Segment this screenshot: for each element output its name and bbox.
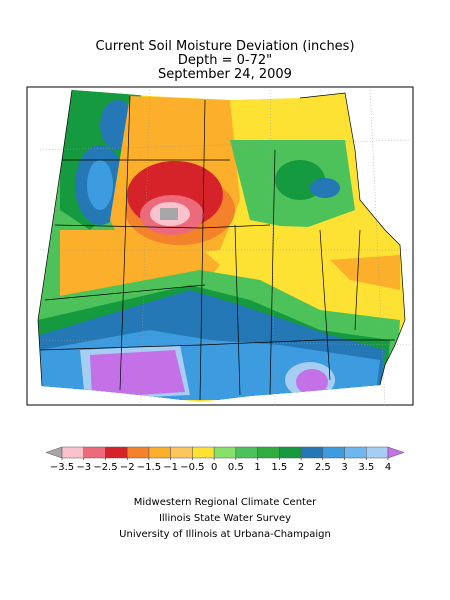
colorbar-label: 1.5: [271, 462, 287, 473]
colorbar-box: [83, 446, 106, 459]
colorbar-box: [170, 446, 193, 459]
colorbar-box: [322, 446, 345, 459]
colorbar-label: 2.5: [315, 462, 331, 473]
colorbar-label: 1: [254, 462, 260, 473]
colorbar-box: [126, 446, 150, 459]
colorbar-box: [61, 446, 84, 459]
map-lines: [37, 86, 411, 406]
credit: University of Illinois at Urbana-Champai…: [119, 529, 331, 540]
colorbar-label: 2: [298, 462, 304, 473]
colorbar-box: [257, 446, 280, 459]
title: September 24, 2009: [158, 67, 292, 82]
credit: Illinois State Water Survey: [159, 513, 291, 524]
colorbar-label: 3: [341, 462, 347, 473]
colorbar-box: [279, 446, 302, 459]
title: Depth = 0-72": [178, 53, 272, 68]
colorbar-label: −3: [76, 462, 91, 473]
colorbar-box: [213, 446, 237, 459]
colorbar-box: [366, 446, 389, 459]
colorbar-box: [300, 446, 324, 459]
colorbar-arrow: [45, 446, 63, 459]
colorbar-label: 4: [385, 462, 391, 473]
colorbar-box: [235, 446, 258, 459]
colorbar-label: −1: [163, 462, 178, 473]
colorbar-label: −2: [120, 462, 135, 473]
moisture-field: [38, 90, 405, 402]
colorbar-box: [192, 446, 215, 459]
title: Current Soil Moisture Deviation (inches): [95, 39, 354, 54]
colorbar-label: −1.5: [137, 462, 161, 473]
colorbar-label: 0: [211, 462, 217, 473]
colorbar-label: 3.5: [358, 462, 374, 473]
colorbar-box: [105, 446, 128, 459]
colorbar-box: [148, 446, 171, 459]
colorbar-box: [344, 446, 367, 459]
colorbar-label: −0.5: [180, 462, 204, 473]
colorbar-label: −2.5: [93, 462, 117, 473]
colorbar-label: 0.5: [228, 462, 244, 473]
colorbar-label: −3.5: [50, 462, 74, 473]
colorbar: −3.5 −3 −2.5 −2 −1.5 −1 −0.5 0 0.5 1 1.5 2 2.5 3 3.5 4: [45, 446, 405, 473]
credit: Midwestern Regional Climate Center: [134, 497, 317, 508]
colorbar-arrow: [387, 446, 405, 459]
